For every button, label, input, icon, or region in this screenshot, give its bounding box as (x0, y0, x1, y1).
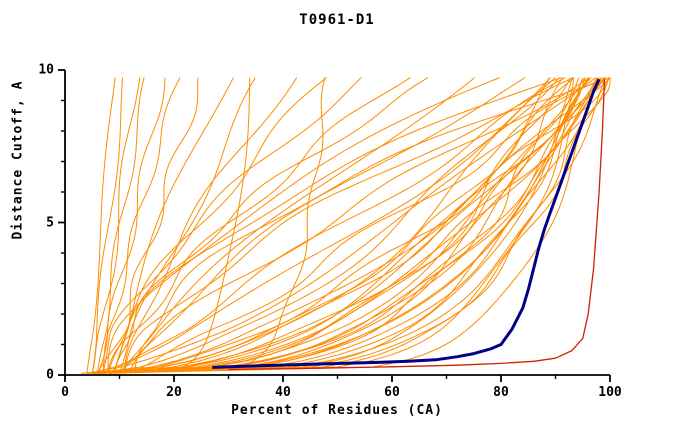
ensemble-curve (102, 77, 586, 374)
ensemble-curve (108, 77, 566, 374)
ensemble-curve (114, 77, 607, 374)
ensemble-curve (92, 77, 575, 374)
ensemble-curve (134, 77, 611, 374)
ensemble-curve (124, 77, 574, 374)
y-tick-label: 0 (46, 367, 54, 383)
y-tick-label: 5 (46, 215, 54, 230)
ensemble-curve (114, 77, 592, 374)
ensemble-curve (102, 77, 590, 374)
ensemble-curve (113, 77, 234, 374)
ensemble-curve (92, 77, 326, 374)
ensemble-curve (103, 77, 611, 374)
ensemble-curve (119, 77, 590, 374)
x-tick-label: 100 (598, 385, 622, 400)
ensemble-curve (113, 77, 562, 374)
ensemble-curve (108, 77, 602, 374)
ensemble-curve (119, 77, 611, 374)
ensemble-curve (92, 77, 599, 374)
x-tick-label: 20 (166, 385, 182, 400)
ensemble-curve (107, 77, 199, 374)
ensemble-curve (107, 77, 500, 374)
x-tick-label: 80 (493, 385, 509, 400)
secondary-curve (228, 79, 606, 371)
ensemble-curve (97, 77, 605, 374)
ensemble-curve (97, 77, 564, 374)
ensemble-curve (86, 77, 596, 374)
x-axis-label: Percent of Residues (CA) (231, 403, 443, 418)
ensemble-curve (102, 77, 362, 374)
ensemble-curve (86, 77, 116, 374)
ensemble-curve (97, 77, 166, 374)
ensemble-curve (97, 77, 251, 374)
ensemble-curve (92, 77, 580, 374)
ensemble-curve (91, 77, 123, 374)
x-tick-label: 60 (384, 385, 400, 400)
ensemble-curve (129, 77, 605, 374)
chart-title: T0961-D1 (299, 12, 375, 28)
ensemble-curve (97, 77, 597, 374)
ensemble-curve (97, 77, 589, 374)
ensemble-curve (124, 77, 298, 374)
ensemble-curve (119, 77, 256, 374)
y-tick-label: 10 (38, 62, 54, 78)
highlight-curve (212, 78, 601, 369)
ensemble-curve (113, 77, 429, 374)
ensemble-curve (129, 77, 526, 374)
ensemble-curve (97, 77, 560, 374)
ensemble-curve (92, 77, 571, 374)
x-tick-label: 0 (61, 385, 69, 400)
ensemble-curve (108, 77, 611, 374)
ensemble-curve (97, 77, 573, 374)
ensemble-curve (107, 77, 411, 374)
ensemble-curve (103, 77, 606, 374)
x-tick-label: 40 (275, 385, 291, 400)
ensemble-curve (119, 77, 476, 374)
ensemble-curve (97, 77, 607, 374)
y-axis-label: Distance Cutoff, A (10, 80, 26, 240)
ensemble-curve (102, 77, 181, 374)
